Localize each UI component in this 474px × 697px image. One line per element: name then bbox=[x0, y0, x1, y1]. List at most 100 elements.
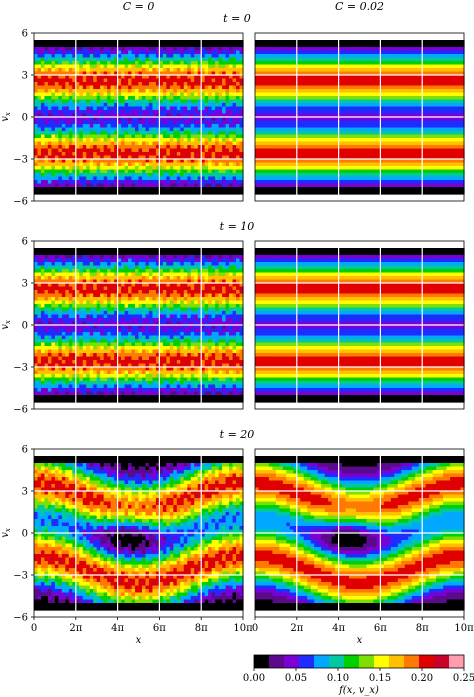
heatmap-cell bbox=[335, 187, 340, 192]
heatmap-cell bbox=[187, 71, 192, 76]
heatmap-cell bbox=[82, 71, 87, 76]
heatmap-cell bbox=[415, 71, 420, 76]
heatmap-cell bbox=[180, 82, 185, 87]
heatmap-cell bbox=[61, 50, 66, 55]
heatmap-cell bbox=[229, 134, 234, 139]
heatmap-cell bbox=[272, 141, 277, 146]
heatmap-cell bbox=[236, 152, 241, 157]
heatmap-cell bbox=[258, 183, 263, 188]
heatmap-cell bbox=[286, 110, 291, 115]
heatmap-cell bbox=[141, 57, 147, 62]
heatmap-cell bbox=[342, 64, 347, 69]
heatmap-cell bbox=[86, 68, 91, 73]
heatmap-cell bbox=[380, 57, 385, 62]
heatmap-cell bbox=[58, 82, 63, 87]
heatmap-cell bbox=[383, 138, 388, 143]
heatmap-cell bbox=[145, 180, 150, 185]
heatmap-cell bbox=[383, 134, 388, 139]
heatmap-cell bbox=[138, 190, 143, 195]
heatmap-cell bbox=[432, 50, 437, 55]
heatmap-cell bbox=[376, 117, 381, 122]
heatmap-cell bbox=[317, 155, 322, 160]
heatmap-cell bbox=[282, 117, 287, 122]
heatmap-cell bbox=[258, 92, 263, 97]
heatmap-cell bbox=[204, 61, 209, 66]
heatmap-cell bbox=[383, 71, 388, 76]
heatmap-cell bbox=[328, 169, 333, 174]
heatmap-cell bbox=[390, 99, 395, 104]
heatmap-cell bbox=[432, 47, 437, 52]
heatmap-cell bbox=[201, 96, 206, 101]
heatmap-cell bbox=[117, 124, 122, 129]
heatmap-cell bbox=[432, 85, 437, 90]
heatmap-cell bbox=[148, 166, 154, 171]
heatmap-cell bbox=[135, 134, 140, 139]
heatmap-cell bbox=[190, 40, 195, 45]
heatmap-cell bbox=[107, 124, 112, 129]
heatmap-cell bbox=[429, 96, 434, 101]
heatmap-cell bbox=[148, 78, 154, 83]
heatmap-cell bbox=[397, 131, 402, 136]
heatmap-cell bbox=[204, 124, 209, 129]
heatmap-cell bbox=[89, 190, 94, 195]
heatmap-cell bbox=[236, 176, 241, 181]
heatmap-cell bbox=[432, 54, 437, 59]
heatmap-cell bbox=[429, 127, 434, 132]
heatmap-cell bbox=[68, 75, 73, 80]
heatmap-cell bbox=[103, 99, 108, 104]
heatmap-cell bbox=[86, 145, 91, 150]
heatmap-cell bbox=[307, 176, 312, 181]
heatmap-cell bbox=[369, 183, 375, 188]
heatmap-cell bbox=[317, 85, 322, 90]
heatmap-cell bbox=[194, 159, 199, 164]
heatmap-cell bbox=[289, 148, 294, 153]
heatmap-cell bbox=[100, 40, 105, 45]
heatmap-cell bbox=[187, 85, 192, 90]
heatmap-cell bbox=[279, 71, 284, 76]
heatmap-cell bbox=[169, 169, 174, 174]
heatmap-cell bbox=[218, 134, 223, 139]
heatmap-cell bbox=[293, 190, 298, 195]
heatmap-cell bbox=[148, 82, 154, 87]
heatmap-cell bbox=[176, 148, 181, 153]
heatmap-cell bbox=[222, 117, 227, 122]
heatmap-cell bbox=[103, 124, 108, 129]
heatmap-cell bbox=[411, 82, 416, 87]
heatmap-cell bbox=[58, 96, 63, 101]
heatmap-cell bbox=[236, 148, 241, 153]
heatmap-cell bbox=[265, 50, 270, 55]
heatmap-cell bbox=[366, 159, 371, 164]
heatmap-cell bbox=[82, 138, 87, 143]
heatmap-cell bbox=[328, 78, 333, 83]
heatmap-cell bbox=[404, 180, 409, 185]
heatmap-cell bbox=[93, 155, 98, 160]
heatmap-cell bbox=[194, 96, 199, 101]
heatmap-cell bbox=[110, 141, 115, 146]
heatmap-cell bbox=[380, 71, 385, 76]
heatmap-cell bbox=[289, 43, 294, 48]
heatmap-cell bbox=[342, 110, 347, 115]
heatmap-cell bbox=[422, 134, 427, 139]
heatmap-cell bbox=[72, 47, 77, 52]
heatmap-cell bbox=[110, 68, 115, 73]
heatmap-cell bbox=[321, 131, 326, 136]
heatmap-cell bbox=[114, 68, 119, 73]
heatmap-cell bbox=[432, 131, 437, 136]
heatmap-cell bbox=[310, 166, 315, 171]
heatmap-cell bbox=[296, 47, 301, 52]
heatmap-cell bbox=[239, 61, 244, 66]
heatmap-cell bbox=[131, 124, 136, 129]
heatmap-cell bbox=[317, 57, 322, 62]
heatmap-cell bbox=[356, 176, 361, 181]
heatmap-cell bbox=[258, 64, 263, 69]
heatmap-cell bbox=[349, 113, 354, 118]
heatmap-cell bbox=[359, 43, 364, 48]
heatmap-cell bbox=[40, 92, 46, 97]
heatmap-cell bbox=[342, 78, 347, 83]
heatmap-cell bbox=[401, 54, 406, 59]
heatmap-cell bbox=[211, 75, 216, 80]
heatmap-cell bbox=[338, 131, 343, 136]
heatmap-cell bbox=[265, 54, 270, 59]
heatmap-cell bbox=[173, 138, 178, 143]
heatmap-cell bbox=[338, 78, 343, 83]
